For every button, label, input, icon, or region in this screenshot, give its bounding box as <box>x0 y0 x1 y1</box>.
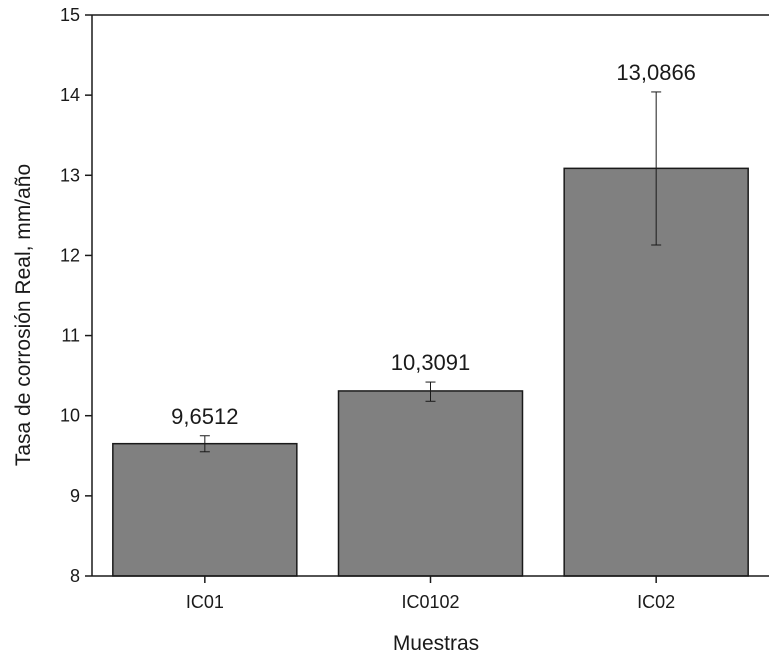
y-tick-label: 9 <box>70 486 80 506</box>
data-label-ic01: 9,6512 <box>171 404 238 429</box>
data-label-ic02: 13,0866 <box>616 60 696 85</box>
x-axis-title: Muestras <box>393 632 479 655</box>
axes-layer: IC01 IC0102 IC02 8 9 10 11 12 13 14 15 <box>60 5 769 612</box>
x-tick-label: IC02 <box>637 592 675 612</box>
y-axis-title: Tasa de corrosión Real, mm/año <box>12 164 35 466</box>
bar-ic01 <box>112 442 298 577</box>
y-tick-label: 14 <box>60 85 80 105</box>
y-tick-label: 11 <box>61 326 80 346</box>
y-tick-label: 10 <box>60 406 80 426</box>
data-label-ic0102: 10,3091 <box>391 350 471 375</box>
y-tick-label: 13 <box>60 165 80 185</box>
y-tick-label: 8 <box>70 566 80 586</box>
y-tick-label: 15 <box>60 5 80 25</box>
data-labels-layer: 9,6512 10,3091 13,0866 <box>171 60 696 429</box>
x-tick-label: IC0102 <box>401 592 459 612</box>
x-tick-label: IC01 <box>186 592 224 612</box>
error-bars-layer <box>199 91 662 453</box>
bar-ic0102 <box>337 390 524 577</box>
y-tick-label: 12 <box>60 245 80 265</box>
